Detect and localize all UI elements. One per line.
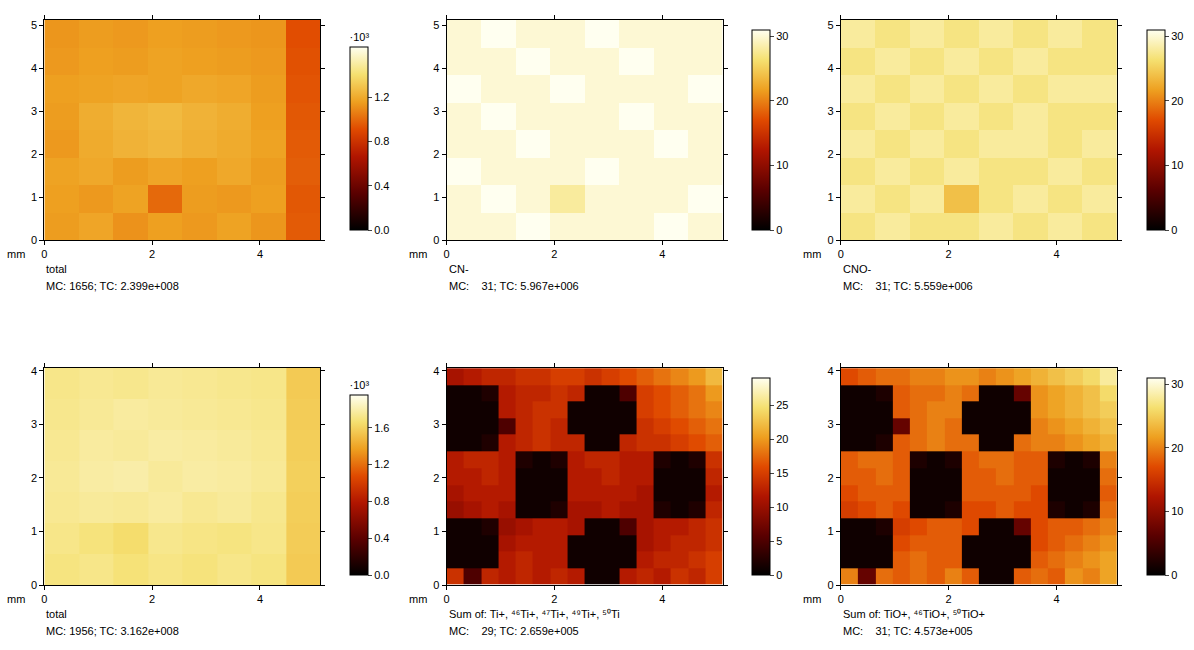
svg-text:5: 5 (31, 19, 37, 31)
svg-text:3: 3 (828, 418, 834, 430)
svg-text:0: 0 (828, 234, 834, 246)
svg-text:1.2: 1.2 (374, 91, 389, 103)
svg-text:20: 20 (1171, 442, 1183, 454)
svg-text:0.4: 0.4 (374, 180, 389, 192)
svg-text:2: 2 (551, 248, 557, 260)
svg-text:4: 4 (1053, 593, 1059, 605)
svg-text:mm: mm (803, 248, 821, 260)
svg-text:4: 4 (659, 593, 665, 605)
svg-text:20: 20 (1171, 95, 1183, 107)
svg-text:MC: 31; TC: 5.559e+006: MC: 31; TC: 5.559e+006 (843, 280, 973, 292)
svg-text:3: 3 (31, 418, 37, 430)
svg-text:0: 0 (443, 593, 449, 605)
svg-text:2: 2 (149, 248, 155, 260)
svg-text:4: 4 (257, 248, 263, 260)
svg-text:1.2: 1.2 (374, 458, 389, 470)
svg-text:25: 25 (776, 399, 788, 411)
svg-text:·10³: ·10³ (350, 379, 370, 391)
svg-text:total: total (46, 263, 67, 275)
svg-text:20: 20 (776, 95, 788, 107)
svg-text:0: 0 (828, 579, 834, 591)
svg-text:mm: mm (409, 248, 427, 260)
svg-text:MC: 1956; TC: 3.162e+008: MC: 1956; TC: 3.162e+008 (46, 625, 179, 637)
svg-text:mm: mm (7, 593, 25, 605)
svg-text:30: 30 (776, 30, 788, 42)
svg-text:10: 10 (776, 159, 788, 171)
svg-text:1: 1 (433, 191, 439, 203)
svg-text:10: 10 (1171, 159, 1183, 171)
svg-text:30: 30 (1171, 30, 1183, 42)
svg-text:4: 4 (433, 365, 439, 377)
svg-text:CN-: CN- (449, 263, 469, 275)
svg-text:Sum of: TiO+, ⁴⁶TiO+, ⁵⁰TiO+: Sum of: TiO+, ⁴⁶TiO+, ⁵⁰TiO+ (843, 608, 985, 620)
svg-text:2: 2 (551, 593, 557, 605)
svg-text:CNO-: CNO- (843, 263, 871, 275)
svg-text:0.8: 0.8 (374, 495, 389, 507)
svg-text:3: 3 (433, 418, 439, 430)
svg-text:0: 0 (433, 234, 439, 246)
svg-text:30: 30 (1171, 378, 1183, 390)
svg-text:4: 4 (31, 62, 37, 74)
svg-text:4: 4 (659, 248, 665, 260)
svg-text:MC: 1656; TC: 2.399e+008: MC: 1656; TC: 2.399e+008 (46, 280, 179, 292)
svg-text:4: 4 (828, 365, 834, 377)
svg-text:4: 4 (1053, 248, 1059, 260)
svg-text:10: 10 (1171, 505, 1183, 517)
svg-text:1: 1 (31, 191, 37, 203)
svg-text:2: 2 (828, 472, 834, 484)
svg-text:20: 20 (776, 433, 788, 445)
svg-text:0: 0 (776, 224, 782, 236)
svg-text:4: 4 (31, 365, 37, 377)
svg-text:5: 5 (776, 535, 782, 547)
svg-text:3: 3 (828, 105, 834, 117)
svg-text:2: 2 (946, 248, 952, 260)
svg-text:2: 2 (433, 148, 439, 160)
svg-text:MC: 31; TC: 5.967e+006: MC: 31; TC: 5.967e+006 (449, 280, 579, 292)
svg-text:0: 0 (838, 593, 844, 605)
svg-text:2: 2 (31, 148, 37, 160)
svg-text:1: 1 (433, 525, 439, 537)
svg-text:total: total (46, 608, 67, 620)
svg-text:4: 4 (828, 62, 834, 74)
svg-text:2: 2 (828, 148, 834, 160)
svg-text:0: 0 (838, 248, 844, 260)
svg-text:1: 1 (828, 525, 834, 537)
svg-text:0: 0 (41, 593, 47, 605)
svg-text:2: 2 (433, 472, 439, 484)
svg-text:0.8: 0.8 (374, 135, 389, 147)
svg-text:1: 1 (31, 525, 37, 537)
svg-text:0: 0 (31, 579, 37, 591)
svg-text:4: 4 (257, 593, 263, 605)
svg-text:MC: 31; TC: 4.573e+005: MC: 31; TC: 4.573e+005 (843, 625, 973, 637)
svg-text:0: 0 (776, 569, 782, 581)
svg-text:Sum of: Ti+, ⁴⁶Ti+, ⁴⁷Ti+, ⁴⁹T: Sum of: Ti+, ⁴⁶Ti+, ⁴⁷Ti+, ⁴⁹Ti+, ⁵⁰Ti (449, 608, 620, 620)
svg-text:2: 2 (149, 593, 155, 605)
svg-text:·10³: ·10³ (350, 31, 370, 43)
svg-text:mm: mm (409, 593, 427, 605)
svg-text:0: 0 (1171, 224, 1177, 236)
svg-text:10: 10 (776, 501, 788, 513)
svg-text:0: 0 (433, 579, 439, 591)
svg-text:0.0: 0.0 (374, 224, 389, 236)
svg-text:0.0: 0.0 (374, 569, 389, 581)
svg-text:15: 15 (776, 467, 788, 479)
svg-text:0: 0 (31, 234, 37, 246)
svg-text:MC: 29; TC: 2.659e+005: MC: 29; TC: 2.659e+005 (449, 625, 579, 637)
svg-text:4: 4 (433, 62, 439, 74)
svg-text:mm: mm (803, 593, 821, 605)
svg-text:3: 3 (433, 105, 439, 117)
svg-text:0: 0 (1171, 569, 1177, 581)
svg-text:3: 3 (31, 105, 37, 117)
svg-text:1: 1 (828, 191, 834, 203)
svg-text:2: 2 (946, 593, 952, 605)
svg-text:0.4: 0.4 (374, 532, 389, 544)
svg-text:2: 2 (31, 472, 37, 484)
svg-text:5: 5 (828, 19, 834, 31)
svg-text:5: 5 (433, 19, 439, 31)
svg-text:0: 0 (443, 248, 449, 260)
svg-text:0: 0 (41, 248, 47, 260)
svg-text:1.6: 1.6 (374, 422, 389, 434)
svg-text:mm: mm (7, 248, 25, 260)
